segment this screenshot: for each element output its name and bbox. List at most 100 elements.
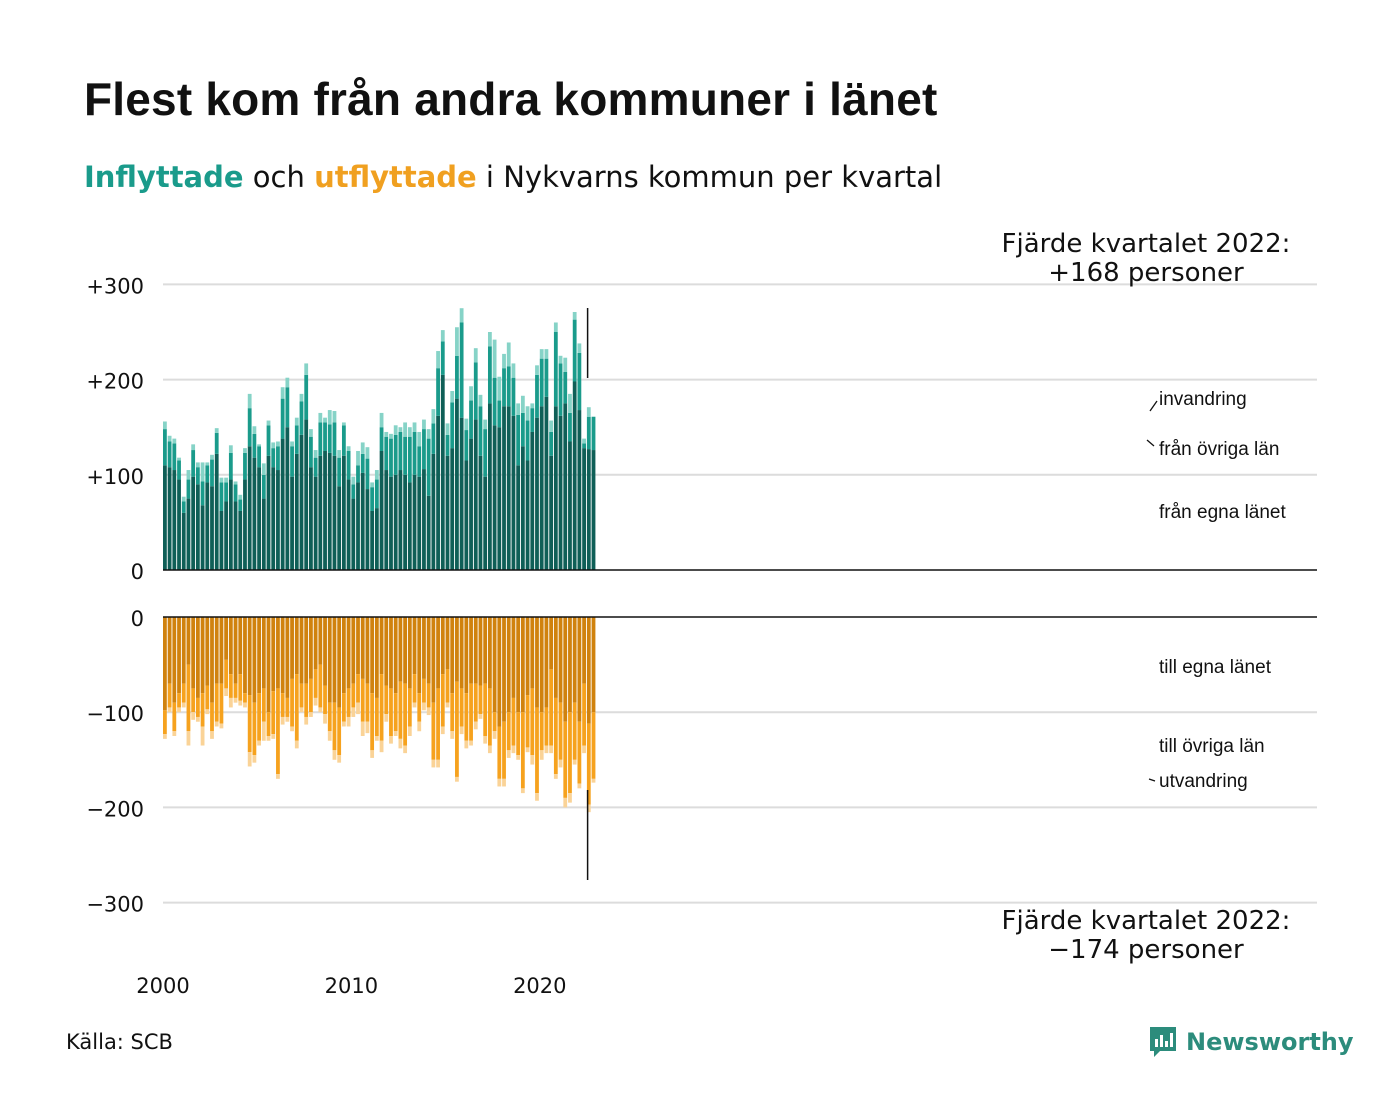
grid-lines xyxy=(163,283,1317,904)
inflyttade-bar-invandring xyxy=(431,409,436,424)
utflyttade-bar-till-egna-länet xyxy=(417,617,422,694)
inflyttade-bar-invandring xyxy=(351,476,356,485)
utflyttade-bar-till-egna-länet xyxy=(365,617,370,684)
utflyttade-bar-till-övriga-län xyxy=(393,693,398,732)
utflyttade-bar-till-egna-länet xyxy=(403,617,408,684)
inflyttade-bar-från-övriga-län xyxy=(276,446,280,471)
utflyttade-bar-utvandring xyxy=(172,731,177,736)
inflyttade-bar-från-övriga-län xyxy=(181,501,186,513)
inflyttade-bar-från-egna-länet xyxy=(276,470,280,570)
utflyttade-bar-till-egna-länet xyxy=(582,617,586,684)
utflyttade-bar-till-egna-länet xyxy=(426,617,431,684)
inflyttade-bar-från-övriga-län xyxy=(252,433,257,458)
inflyttade-bar-från-egna-länet xyxy=(478,455,483,570)
utflyttade-bar-utvandring xyxy=(535,793,539,801)
utflyttade-bar-till-egna-länet xyxy=(299,617,304,684)
inflyttade-bar-invandring xyxy=(384,431,389,437)
utflyttade-bar-utvandring xyxy=(365,721,370,734)
utflyttade-bar-till-egna-länet xyxy=(520,617,525,713)
utflyttade-bar-till-övriga-län xyxy=(370,693,375,751)
newsworthy-logo-icon xyxy=(1150,1027,1176,1057)
inflyttade-bar-från-övriga-län xyxy=(313,457,318,477)
inflyttade-bar-från-övriga-län xyxy=(407,436,412,483)
utflyttade-bar-utvandring xyxy=(214,721,219,727)
inflyttade-bar-från-egna-länet xyxy=(309,467,313,570)
inflyttade-bar-från-egna-länet xyxy=(469,438,473,570)
inflyttade-bar-från-övriga-län xyxy=(582,443,586,449)
utflyttade-bar-till-egna-länet xyxy=(177,617,181,694)
utflyttade-bar-till-egna-länet xyxy=(228,617,233,675)
inflyttade-bar-från-egna-länet xyxy=(558,415,563,570)
utflyttade-bar-utvandring xyxy=(572,759,577,765)
utflyttade-bar-till-egna-länet xyxy=(351,617,356,684)
utflyttade-bar-utvandring xyxy=(261,721,266,741)
utflyttade-bar-till-övriga-län xyxy=(200,693,205,727)
subtitle-inflyttade: Inflyttade xyxy=(84,160,244,194)
inflyttade-bar-från-övriga-län xyxy=(195,467,200,485)
inflyttade-bar-invandring xyxy=(412,422,417,432)
fran-ovriga-leader xyxy=(1146,439,1155,447)
utflyttade-bar-till-övriga-län xyxy=(431,702,436,760)
inflyttade-bar-invandring xyxy=(511,363,516,378)
utflyttade-bar-utvandring xyxy=(266,736,271,741)
inflyttade-bar-från-egna-länet xyxy=(280,438,285,570)
utflyttade-bar-utvandring xyxy=(445,702,450,708)
utflyttade-bar-utvandring xyxy=(483,736,488,744)
inflyttade-bar-från-egna-länet xyxy=(214,453,219,570)
utflyttade-bar-till-övriga-län xyxy=(492,712,497,732)
utflyttade-bar-till-övriga-län xyxy=(487,688,492,746)
inflyttade-bar-invandring xyxy=(252,426,257,434)
utflyttade-bar-till-egna-länet xyxy=(502,617,506,722)
utflyttade-bar-till-egna-länet xyxy=(384,617,389,686)
inflyttade-bar-från-egna-länet xyxy=(304,419,309,570)
utflyttade-bar-utvandring xyxy=(539,750,544,760)
utflyttade-bar-utvandring xyxy=(398,738,403,749)
utflyttade-bar-till-övriga-län xyxy=(285,697,290,717)
inflyttade-bar-invandring xyxy=(370,482,375,488)
inflyttade-bar-invandring xyxy=(205,462,210,466)
inflyttade-bar-invandring xyxy=(558,355,563,364)
utflyttade-bar-utvandring xyxy=(459,726,464,735)
utflyttade-bar-till-övriga-län xyxy=(450,693,455,732)
utflyttade-bar-till-övriga-län xyxy=(214,683,219,722)
utflyttade-bar-till-egna-länet xyxy=(389,617,393,689)
utflyttade-bar-till-övriga-län xyxy=(304,683,309,717)
inflyttade-bar-från-egna-länet xyxy=(238,510,243,570)
utflyttade-bar-till-övriga-län xyxy=(233,683,238,698)
inflyttade-bar-från-egna-länet xyxy=(224,501,229,570)
inflyttade-bar-invandring xyxy=(417,431,422,447)
utflyttade-bar-utvandring xyxy=(280,716,285,725)
utflyttade-bar-utvandring xyxy=(389,736,393,744)
inflyttade-bar-invandring xyxy=(393,425,398,435)
inflyttade-bar-från-övriga-län xyxy=(337,457,342,487)
utflyttade-bar-till-egna-länet xyxy=(167,617,172,684)
utflyttade-bar-till-övriga-län xyxy=(195,697,200,717)
utflyttade-bar-utvandring xyxy=(181,702,186,708)
inflyttade-bar-invandring xyxy=(214,428,219,433)
inflyttade-bar-från-övriga-län xyxy=(247,408,252,447)
inflyttade-bar-från-egna-länet xyxy=(172,470,177,570)
utflyttade-bar-till-egna-länet xyxy=(186,617,191,665)
inflyttade-bar-invandring xyxy=(238,494,243,500)
inflyttade-bar-från-egna-länet xyxy=(445,455,450,570)
inflyttade-bar-från-övriga-län xyxy=(205,465,210,483)
inflyttade-bar-från-övriga-län xyxy=(516,414,521,466)
inflyttade-bar-från-egna-länet xyxy=(440,374,445,570)
utflyttade-bar-till-övriga-län xyxy=(497,726,502,779)
in-y-tick-label: +200 xyxy=(86,370,144,394)
utflyttade-bar-utvandring xyxy=(549,745,554,754)
utflyttade-bar-till-egna-länet xyxy=(497,617,502,727)
inflyttade-bar-invandring xyxy=(346,446,351,451)
utflyttade-bar-till-övriga-län xyxy=(266,712,271,736)
utflyttade-bar-till-egna-länet xyxy=(511,617,516,698)
utflyttade-bar-utvandring xyxy=(356,702,360,715)
series-label-till-ovriga-lan: till övriga län xyxy=(1159,736,1265,757)
utflyttade-bar-till-egna-länet xyxy=(252,617,257,703)
utflyttade-bar-till-egna-länet xyxy=(304,617,309,684)
inflyttade-bar-invandring xyxy=(379,412,384,428)
inflyttade-bar-från-egna-länet xyxy=(407,482,412,570)
inflyttade-bar-invandring xyxy=(365,447,370,459)
utflyttade-bar-utvandring xyxy=(568,793,572,803)
inflyttade-bar-från-övriga-län xyxy=(563,371,568,404)
inflyttade-bar-från-övriga-län xyxy=(351,484,356,499)
